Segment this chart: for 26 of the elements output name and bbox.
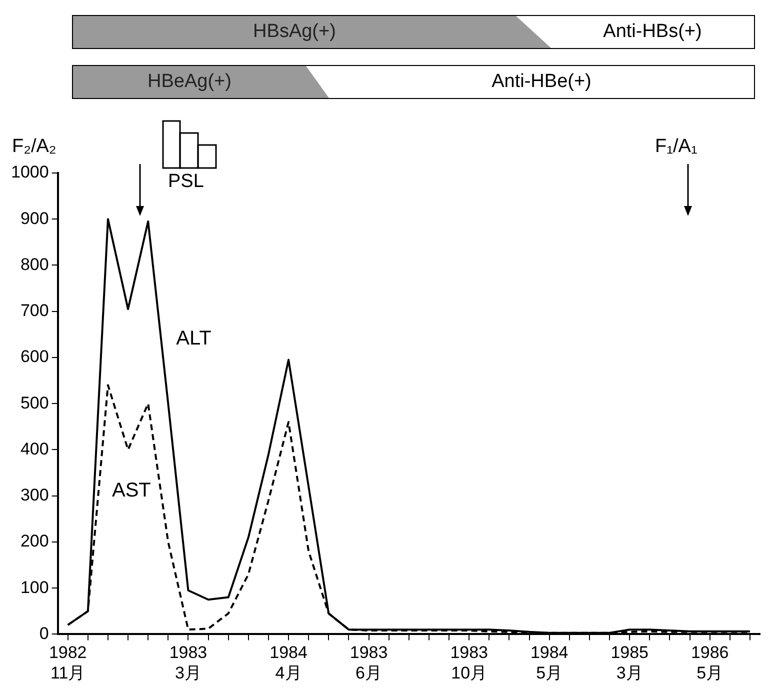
y-tick-label: 600 xyxy=(20,347,49,366)
y-tick-label: 300 xyxy=(20,486,49,505)
x-tick-label: 1984 4月 xyxy=(270,643,308,682)
y-tick-label: 900 xyxy=(20,208,49,228)
x-tick-label: 1983 6月 xyxy=(350,643,388,682)
y-tick-label: 400 xyxy=(20,439,49,458)
timeline-strip: HBeAg(+) Anti-HBe(+) xyxy=(72,65,755,99)
y-tick-label: 0 xyxy=(39,624,49,643)
text: F₂/A₂ xyxy=(12,136,56,158)
y-tick-label: 800 xyxy=(20,254,49,274)
x-tick-label: 1983 3月 xyxy=(169,643,208,682)
annotation: PSL xyxy=(168,171,204,193)
series-label: AST xyxy=(112,480,151,502)
y-tick-label: 1000 xyxy=(10,162,49,182)
y-tick-label: 500 xyxy=(20,393,49,412)
x-tick-label: 1982 11月 xyxy=(48,643,87,682)
text: F₁/A₁ xyxy=(655,136,698,158)
x-tick-label: 1986 5月 xyxy=(690,643,729,682)
timeline-strip: HBsAg(+) Anti-HBs(+) xyxy=(72,15,755,49)
x-tick-label: 1983 10月 xyxy=(450,643,488,682)
y-tick-label: 700 xyxy=(20,301,49,320)
series-label: ALT xyxy=(176,328,212,350)
y-tick-label: 100 xyxy=(20,578,49,597)
x-tick-label: 1985 3月 xyxy=(610,643,649,682)
y-tick-label: 200 xyxy=(20,532,49,551)
x-tick-label: 1984 5月 xyxy=(530,643,568,682)
